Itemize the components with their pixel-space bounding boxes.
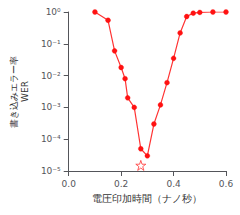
svg-text:10⁰: 10⁰ [46,7,61,17]
svg-text:10⁻⁴: 10⁻⁴ [41,134,61,144]
svg-text:WER: WER [20,81,30,102]
svg-text:0.4: 0.4 [166,179,181,189]
svg-text:0.2: 0.2 [114,179,128,189]
svg-text:電圧印加時間（ナノ秒）: 電圧印加時間（ナノ秒） [92,193,202,204]
svg-text:書き込みエラー率: 書き込みエラー率 [9,56,19,128]
svg-text:0.0: 0.0 [62,179,77,189]
svg-text:10⁻¹: 10⁻¹ [41,39,61,49]
svg-text:0.6: 0.6 [219,179,234,189]
svg-text:10⁻⁵: 10⁻⁵ [41,166,61,176]
svg-text:10⁻²: 10⁻² [41,71,61,81]
svg-text:10⁻³: 10⁻³ [41,102,61,112]
